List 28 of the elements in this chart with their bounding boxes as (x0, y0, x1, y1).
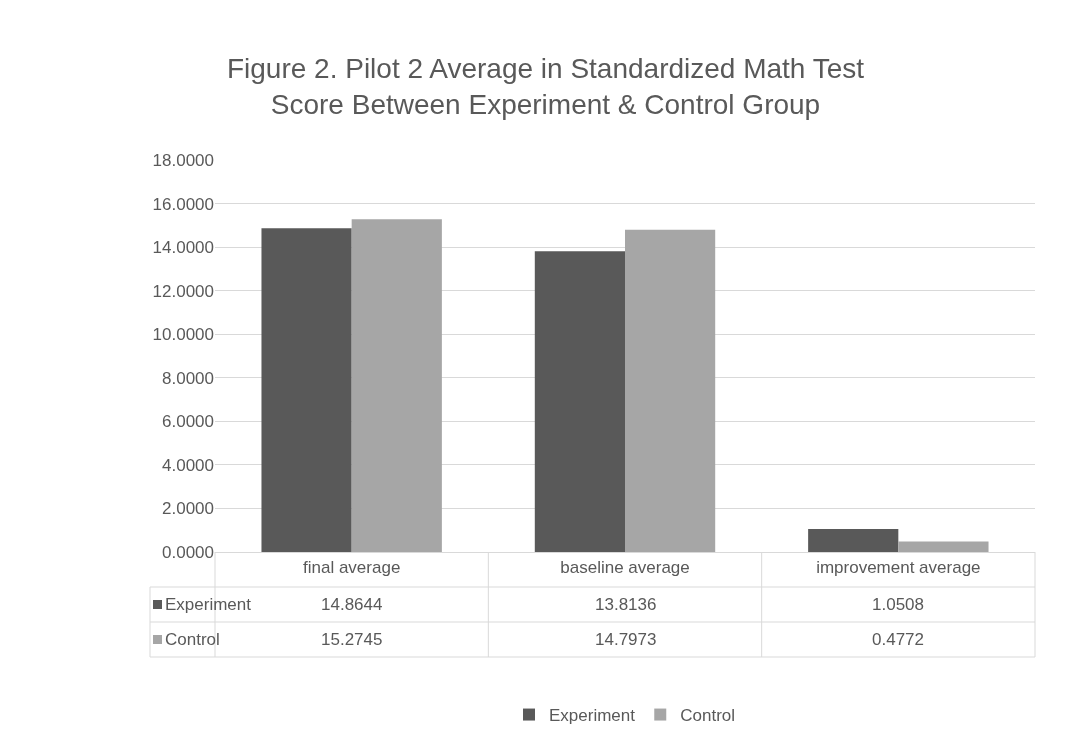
data-label: 14.7973 (595, 630, 657, 649)
y-tick-label: 16.0000 (152, 194, 214, 214)
bar (898, 541, 989, 552)
bar (261, 228, 352, 552)
y-tick-label: 8.0000 (162, 368, 214, 388)
y-tick-label: 12.0000 (152, 281, 214, 301)
x-tick-label: improvement average (816, 558, 981, 578)
y-tick-label: 14.0000 (152, 238, 214, 258)
x-tick-label: baseline average (560, 558, 690, 578)
bar (351, 219, 442, 552)
bar (808, 529, 899, 552)
y-tick-label: 0.0000 (162, 542, 214, 562)
chart-title: Figure 2. Pilot 2 Average in Standardized Math Test Score Between Experiment & Control Group (226, 53, 865, 121)
legend-label: Control (165, 630, 220, 649)
legend-label: Experiment (165, 595, 252, 614)
bar (534, 251, 625, 552)
y-tick-label: 2.0000 (162, 499, 214, 519)
bar (625, 229, 716, 552)
y-tick-label: 10.0000 (152, 325, 214, 345)
y-tick-label: 6.0000 (162, 412, 214, 432)
data-label: 1.0508 (872, 595, 924, 614)
x-tick-label: final average (303, 558, 401, 578)
data-label: 13.8136 (595, 595, 657, 614)
y-tick-label: 4.0000 (162, 455, 214, 475)
data-label: 15.2745 (321, 630, 383, 649)
data-label: 0.4772 (872, 630, 924, 649)
data-label: 14.8644 (321, 595, 383, 614)
y-tick-label: 18.0000 (152, 150, 214, 170)
